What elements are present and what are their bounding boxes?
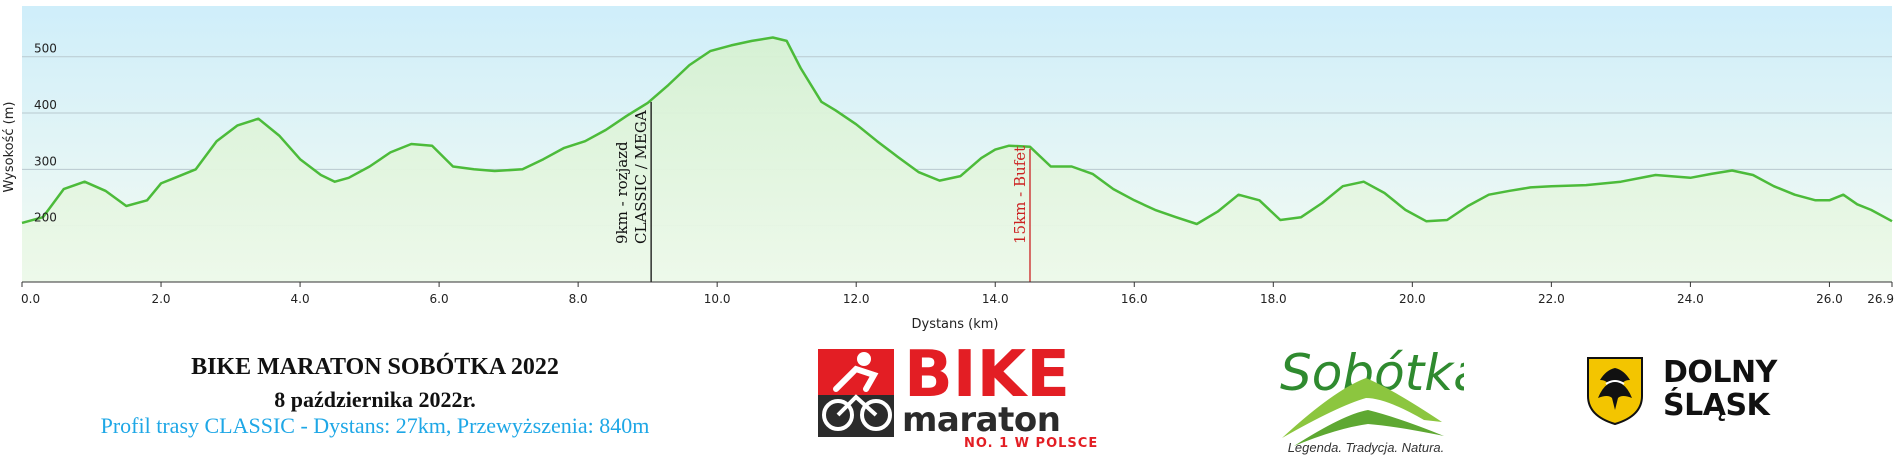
annotation-label: 15km - Bufet xyxy=(1011,146,1029,244)
x-tick-label: 18.0 xyxy=(1260,292,1287,306)
x-tick-label: 8.0 xyxy=(569,292,588,306)
x-tick-label: 22.0 xyxy=(1538,292,1565,306)
elevation-chart: 9km - rozjazd CLASSIC / MEGA 15km - Bufet … xyxy=(2,6,1894,332)
x-tick-label: 0.0 xyxy=(21,292,40,306)
annotation-label: 9km - rozjazd xyxy=(613,141,631,244)
x-tick-label: 4.0 xyxy=(291,292,310,306)
x-tick-label: 16.0 xyxy=(1121,292,1148,306)
x-tick-label: 12.0 xyxy=(843,292,870,306)
y-axis-title: Wysokość (m) xyxy=(2,102,17,193)
dolny-slask-line1: DOLNY xyxy=(1663,355,1777,390)
cyclist-icon xyxy=(818,349,894,437)
x-axis-ticks: 0.0 2.0 4.0 6.0 8.0 10.0 12.0 14.0 16.0 18.0 20.0 2… xyxy=(21,282,1894,306)
x-tick-label: 10.0 xyxy=(704,292,731,306)
bike-slogan: NO. 1 W POLSCE xyxy=(964,436,1099,451)
y-tick-label: 500 xyxy=(34,42,57,56)
dolny-slask-line2: ŚLĄSK xyxy=(1663,388,1770,423)
bike-word: BIKE xyxy=(904,338,1070,412)
x-tick-label: 26.0 xyxy=(1816,292,1843,306)
bike-maraton-logo xyxy=(818,349,894,437)
sobotka-logo: Sobótka xyxy=(1280,344,1464,446)
y-tick-label: 200 xyxy=(34,211,57,225)
event-title: BIKE MARATON SOBÓTKA 2022 xyxy=(191,354,559,380)
x-tick-label: 2.0 xyxy=(151,292,170,306)
annotations: 9km - rozjazd CLASSIC / MEGA 15km - Bufet xyxy=(613,101,1031,282)
x-tick-label: 14.0 xyxy=(982,292,1009,306)
profile-description: Profil trasy CLASSIC - Dystans: 27km, Pr… xyxy=(100,413,650,438)
sobotka-tagline: Legenda. Tradycja. Natura. xyxy=(1287,440,1445,455)
hills-icon xyxy=(1282,378,1444,446)
dolny-slask-logo xyxy=(1587,357,1643,426)
annotation-label: CLASSIC / MEGA xyxy=(632,110,650,244)
eagle-shield-icon xyxy=(1587,357,1643,426)
x-tick-label: 24.0 xyxy=(1677,292,1704,306)
event-date: 8 października 2022r. xyxy=(274,387,476,412)
y-tick-label: 400 xyxy=(34,98,57,112)
y-tick-label: 300 xyxy=(34,154,57,168)
x-axis-title: Dystans (km) xyxy=(911,317,998,332)
elevation-line xyxy=(21,36,1893,226)
x-tick-label: 20.0 xyxy=(1399,292,1426,306)
x-tick-label: 26.9 xyxy=(1867,292,1894,306)
maraton-word: maraton xyxy=(902,400,1061,440)
y-axis-ticks: 200 300 400 500 xyxy=(34,42,57,225)
x-tick-label: 6.0 xyxy=(430,292,449,306)
